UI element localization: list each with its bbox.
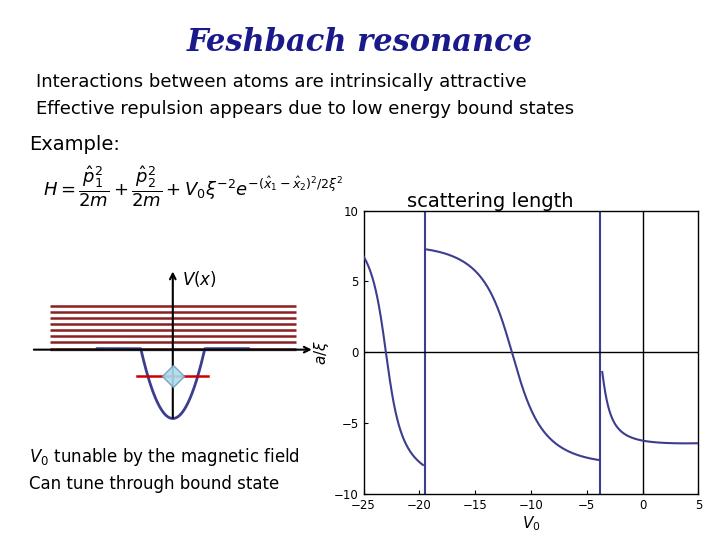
- Text: Effective repulsion appears due to low energy bound states: Effective repulsion appears due to low e…: [36, 100, 574, 118]
- Text: $V(x)$: $V(x)$: [182, 268, 217, 289]
- Text: $V_0$ tunable by the magnetic field: $V_0$ tunable by the magnetic field: [29, 446, 300, 468]
- Text: scattering length: scattering length: [407, 192, 573, 211]
- Text: Feshbach resonance: Feshbach resonance: [187, 27, 533, 58]
- Text: Example:: Example:: [29, 135, 120, 154]
- X-axis label: $V_0$: $V_0$: [522, 515, 540, 534]
- Text: $H = \dfrac{\hat{p}_1^2}{2m} + \dfrac{\hat{p}_2^2}{2m} + V_0\xi^{-2}e^{-(\hat{x}: $H = \dfrac{\hat{p}_1^2}{2m} + \dfrac{\h…: [43, 165, 343, 209]
- Text: Interactions between atoms are intrinsically attractive: Interactions between atoms are intrinsic…: [36, 73, 526, 91]
- Y-axis label: $a/\xi$: $a/\xi$: [312, 340, 331, 365]
- Text: Can tune through bound state: Can tune through bound state: [29, 475, 279, 493]
